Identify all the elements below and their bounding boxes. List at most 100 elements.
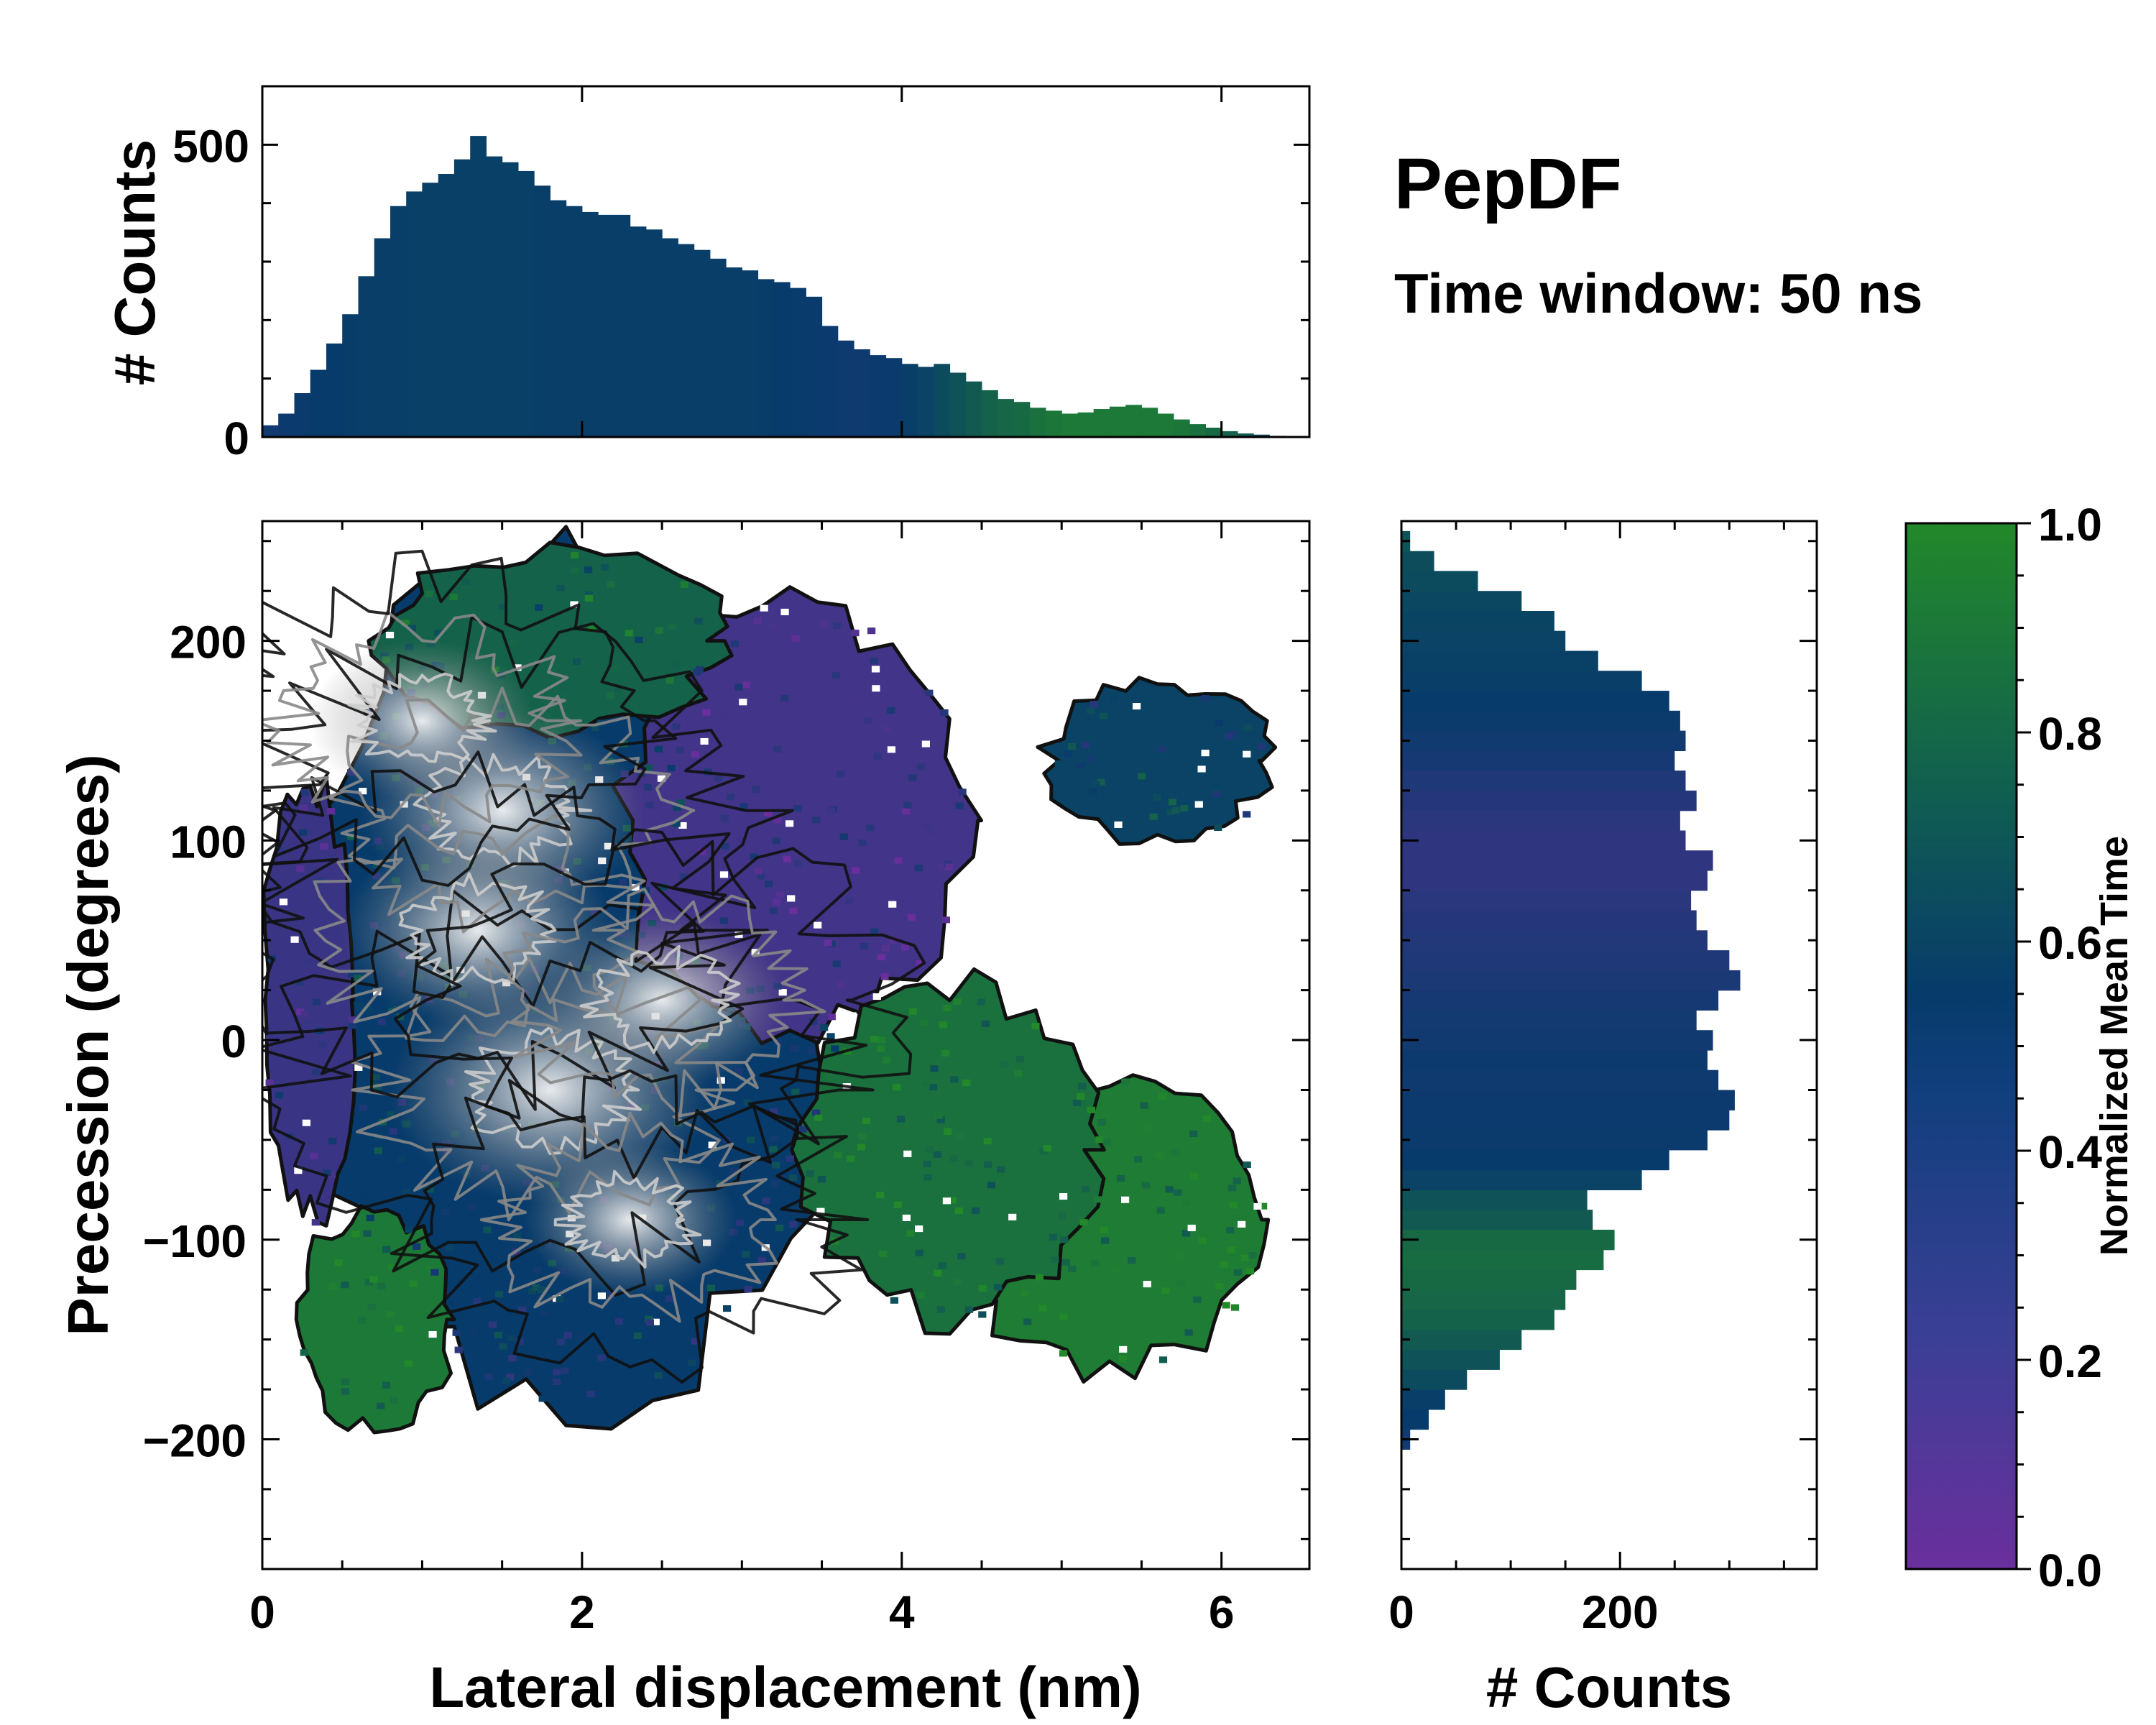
heatmap-cell: [936, 1306, 945, 1313]
heatmap-cell: [814, 921, 822, 929]
heatmap-cell: [939, 1021, 948, 1029]
heatmap-cell: [277, 847, 285, 854]
heatmap-cell: [837, 770, 845, 778]
heatmap-cell: [700, 737, 709, 745]
heatmap-cell: [642, 667, 651, 674]
right-histogram-bar: [1401, 1130, 1708, 1151]
heatmap-cell: [827, 1013, 836, 1021]
heatmap-cell: [561, 1367, 569, 1374]
heatmap-cell: [452, 1329, 461, 1336]
heatmap-cell: [827, 807, 836, 814]
heatmap-cell: [473, 1297, 482, 1305]
heatmap-cell: [908, 1008, 917, 1015]
top-histogram-bar: [453, 159, 471, 437]
heatmap-cell: [300, 1011, 309, 1018]
heatmap-cell: [972, 1207, 980, 1214]
heatmap-cell: [499, 603, 507, 610]
tick-label: 4: [889, 1586, 915, 1638]
right-histogram-bars: [1401, 530, 1741, 1450]
heatmap-cell: [906, 1230, 915, 1237]
heatmap-cell: [1112, 1265, 1120, 1272]
heatmap-cell: [957, 1253, 966, 1260]
heatmap-cell: [1079, 1219, 1088, 1226]
heatmap-cell: [507, 1335, 516, 1342]
right-histogram-bar: [1401, 671, 1642, 691]
top-histogram-bar: [709, 258, 727, 437]
right-histogram-bar: [1401, 1329, 1522, 1351]
heatmap-ylabel: Precession (degrees): [56, 754, 120, 1335]
heatmap-cell: [870, 658, 878, 665]
heatmap-cell: [311, 1219, 320, 1226]
heatmap-cell: [814, 1114, 823, 1121]
right-histogram-bar: [1401, 810, 1680, 832]
heatmap-cell: [548, 1274, 558, 1282]
heatmap-cell: [1158, 745, 1166, 753]
heatmap-cell: [597, 1292, 606, 1300]
heatmap-cell: [1078, 1082, 1087, 1090]
heatmap-cell: [358, 1192, 367, 1200]
heatmap-cell: [586, 1390, 595, 1397]
right-histogram-bar: [1401, 691, 1669, 712]
heatmap-cell: [871, 666, 880, 673]
heatmap-cell: [914, 865, 923, 872]
heatmap-cell: [499, 1343, 507, 1350]
heatmap-cell: [1214, 824, 1222, 831]
heatmap-cell: [1061, 1259, 1070, 1266]
heatmap-cell: [1078, 1100, 1087, 1107]
heatmap-cell: [1068, 1265, 1077, 1272]
heatmap-cell: [833, 622, 842, 629]
right-histogram-bar: [1401, 1030, 1713, 1051]
heatmap-cell: [811, 1109, 821, 1116]
heatmap-cell: [358, 1317, 367, 1324]
heatmap-cell: [780, 694, 789, 702]
heatmap-cell: [413, 1243, 421, 1250]
heatmap-cell: [893, 1201, 902, 1208]
heatmap-cell: [425, 1266, 434, 1273]
heatmap-cell: [425, 590, 433, 597]
top-histogram-bar: [757, 279, 775, 437]
heatmap-cell: [1184, 1329, 1193, 1336]
heatmap-cell: [944, 1128, 952, 1135]
heatmap-cell: [1228, 1184, 1237, 1192]
heatmap-cell: [328, 1138, 337, 1145]
heatmap-cell: [445, 1244, 453, 1251]
heatmap-cell: [600, 564, 609, 571]
top-histogram-bar: [773, 282, 791, 437]
heatmap-cell: [819, 620, 828, 627]
heatmap-cell: [644, 783, 653, 791]
tick-label: 0: [221, 1016, 247, 1067]
tick-label: 0.8: [2038, 708, 2102, 760]
heatmap-cell: [571, 567, 579, 574]
heatmap-cell: [845, 897, 854, 904]
heatmap-cell: [1205, 1153, 1214, 1160]
right-histogram-bar: [1401, 730, 1686, 751]
heatmap-cell: [870, 928, 879, 935]
heatmap-cell: [987, 1182, 996, 1189]
heatmap-cell: [1229, 1202, 1238, 1209]
right-histogram-bar: [1401, 611, 1554, 632]
heatmap-cell: [752, 786, 760, 794]
right-histogram-bar: [1401, 770, 1686, 791]
top-histogram-bar: [1077, 412, 1095, 437]
heatmap-cell: [587, 625, 596, 632]
top-histogram-bar: [486, 156, 503, 437]
tick-label: 500: [172, 120, 249, 172]
heatmap-contour: [328, 686, 696, 934]
heatmap-cell: [1238, 1220, 1246, 1228]
heatmap-cell: [1092, 781, 1100, 788]
top-histogram-bar: [662, 238, 678, 437]
heatmap-cell: [772, 1162, 780, 1169]
heatmap-cell: [791, 1045, 799, 1052]
heatmap-cell: [942, 1197, 951, 1205]
right-histogram-bar: [1401, 551, 1434, 572]
heatmap-cell: [832, 960, 841, 967]
tick-label: 100: [170, 816, 247, 868]
heatmap-cell: [328, 1172, 336, 1179]
top-histogram-bar: [934, 364, 951, 437]
top-histogram-bar: [965, 381, 982, 437]
heatmap-cell: [727, 794, 735, 801]
heatmap-cell: [1189, 1130, 1198, 1137]
heatmap-cell: [563, 1332, 572, 1339]
heatmap-cell: [793, 805, 802, 812]
